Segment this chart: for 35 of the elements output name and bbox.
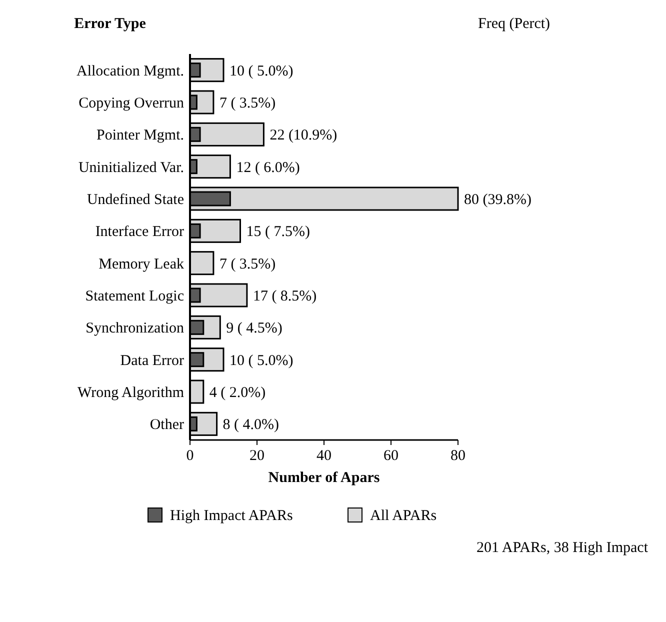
x-tick-label: 80	[450, 448, 466, 464]
data-label: 4 ( 2.0%)	[209, 385, 266, 401]
text: Freq (Perct)	[478, 16, 550, 32]
y-tick-label: Undefined State	[86, 192, 184, 208]
legend-label: High Impact APARs	[170, 508, 293, 524]
y-tick-label: Pointer Mgmt.	[96, 128, 184, 144]
data-label: 15 ( 7.5%)	[246, 224, 310, 240]
data-label: 7 ( 3.5%)	[219, 256, 276, 272]
x-tick-label: 40	[316, 448, 332, 464]
data-label: 7 ( 3.5%)	[219, 96, 276, 112]
y-tick-label: Copying Overrun	[78, 96, 184, 112]
text: 201 APARs, 38 High Impact	[476, 540, 649, 556]
x-tick-label: 20	[250, 448, 264, 464]
x-axis-title: Number of Apars	[268, 470, 380, 486]
data-label: 10 ( 5.0%)	[230, 352, 294, 369]
y-tick-label: Statement Logic	[85, 288, 184, 304]
x-tick-label: 0	[186, 448, 194, 464]
legend-label: All APARs	[370, 508, 437, 524]
y-axis-title: Error Type	[74, 16, 146, 32]
x-tick-label: 60	[384, 448, 398, 464]
y-tick-label: Other	[150, 417, 184, 434]
data-label: 12 ( 6.0%)	[236, 160, 300, 176]
data-label: 22 (10.9%)	[270, 128, 338, 144]
y-tick-label: Wrong Algorithm	[78, 385, 184, 401]
data-label: 9 ( 4.5%)	[226, 320, 282, 337]
y-tick-label: Interface Error	[95, 224, 184, 240]
y-tick-label: Allocation Mgmt.	[76, 63, 184, 80]
y-tick-label: Synchronization	[86, 320, 184, 337]
y-tick-label: Memory Leak	[98, 256, 184, 272]
y-tick-label: Data Error	[120, 352, 184, 369]
data-label: 10 ( 5.0%)	[230, 63, 294, 80]
data-label: 17 ( 8.5%)	[252, 288, 317, 304]
y-tick-label: Uninitialized Var.	[78, 160, 184, 176]
data-label: 80 (39.8%)	[464, 192, 532, 208]
data-label: 8 ( 4.0%)	[222, 417, 280, 434]
